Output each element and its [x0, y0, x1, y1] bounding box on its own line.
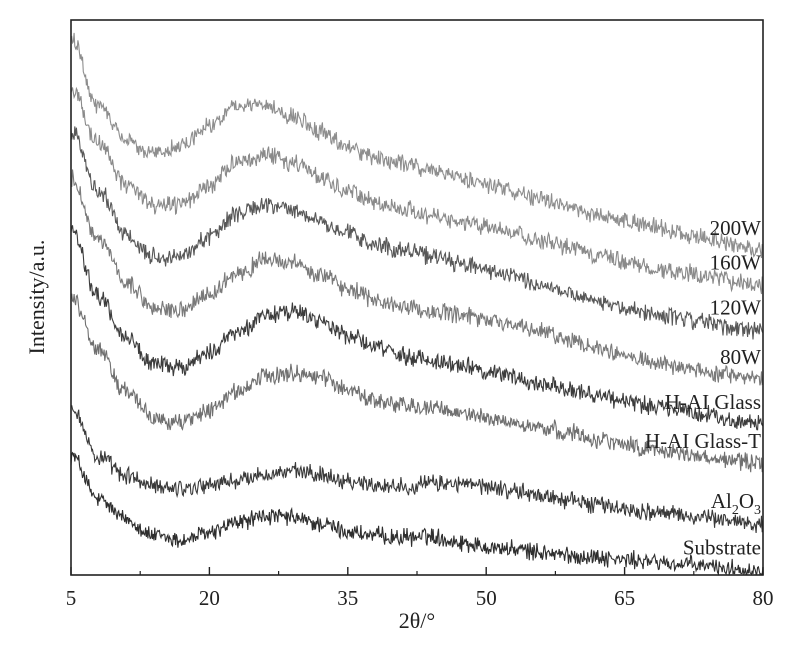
series-line-160w	[70, 86, 764, 295]
series-line-80w	[70, 169, 764, 386]
y-axis-title: Intensity/a.u.	[24, 240, 49, 355]
series-label-80w: 80W	[720, 345, 761, 369]
series-labels: Substrate Al2O3 H-AI Glass-T H-AI Glass 80W 1…	[645, 216, 761, 560]
x-tick-label: 20	[199, 586, 220, 610]
series-label-160w: 160W	[710, 251, 762, 275]
x-axis-ticks: 5 20 35 50 65 80	[66, 567, 774, 610]
x-tick-label: 80	[753, 586, 774, 610]
series-curves	[70, 32, 764, 576]
series-line-h-ai-glass	[70, 225, 764, 431]
series-label-200w: 200W	[710, 216, 762, 240]
series-line-h-ai-glass-t	[70, 293, 764, 473]
x-tick-label: 50	[476, 586, 497, 610]
series-line-substrate	[70, 451, 764, 576]
series-line-al2o3	[70, 405, 764, 534]
series-label-substrate: Substrate	[683, 536, 761, 560]
series-label-h-ai-glass-t: H-AI Glass-T	[645, 429, 761, 453]
series-label-al2o3: Al2O3	[711, 489, 761, 518]
x-tick-label: 5	[66, 586, 77, 610]
series-label-120w: 120W	[710, 296, 762, 320]
series-line-200w	[70, 32, 764, 259]
x-tick-label: 35	[337, 586, 358, 610]
series-line-120w	[70, 126, 764, 340]
x-axis-title: 2θ/°	[399, 608, 435, 633]
series-label-h-ai-glass: H-AI Glass	[665, 390, 761, 414]
x-tick-label: 65	[614, 586, 635, 610]
